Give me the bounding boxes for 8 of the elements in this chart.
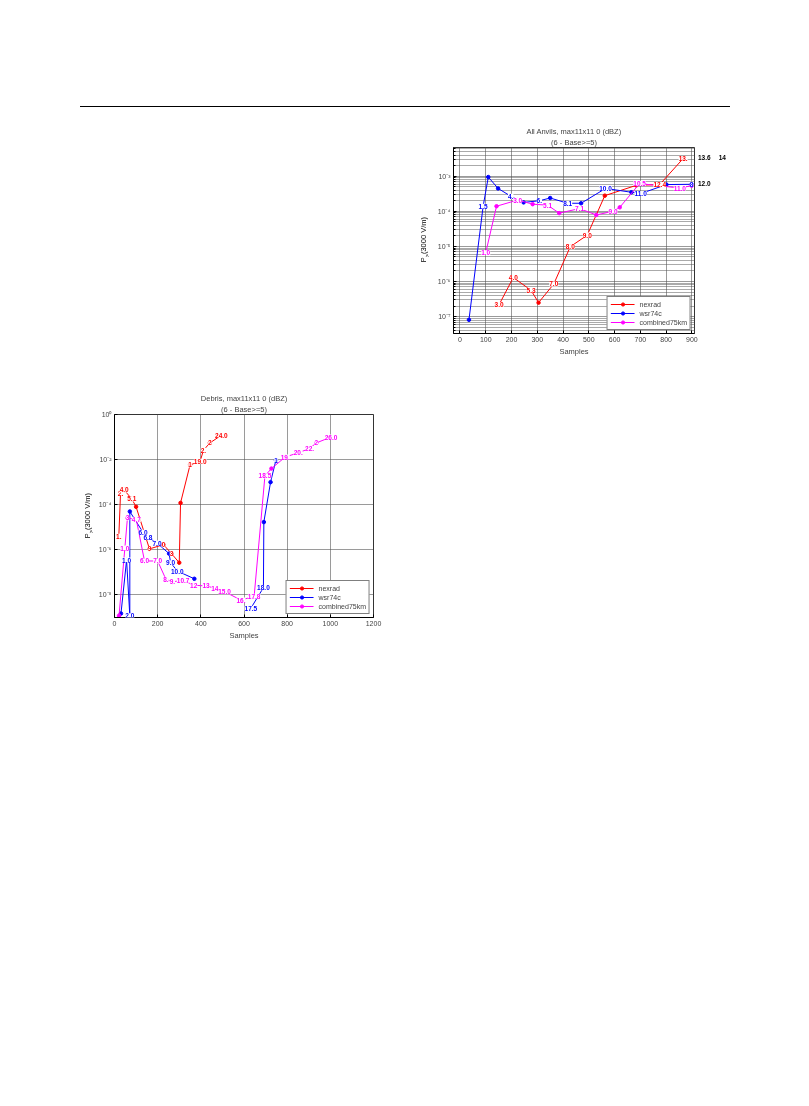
point bbox=[547, 195, 553, 201]
point bbox=[177, 560, 182, 565]
point bbox=[495, 186, 501, 191]
point bbox=[466, 317, 472, 323]
point bbox=[133, 504, 139, 510]
point bbox=[178, 500, 183, 506]
point bbox=[578, 201, 584, 206]
point bbox=[486, 174, 491, 180]
